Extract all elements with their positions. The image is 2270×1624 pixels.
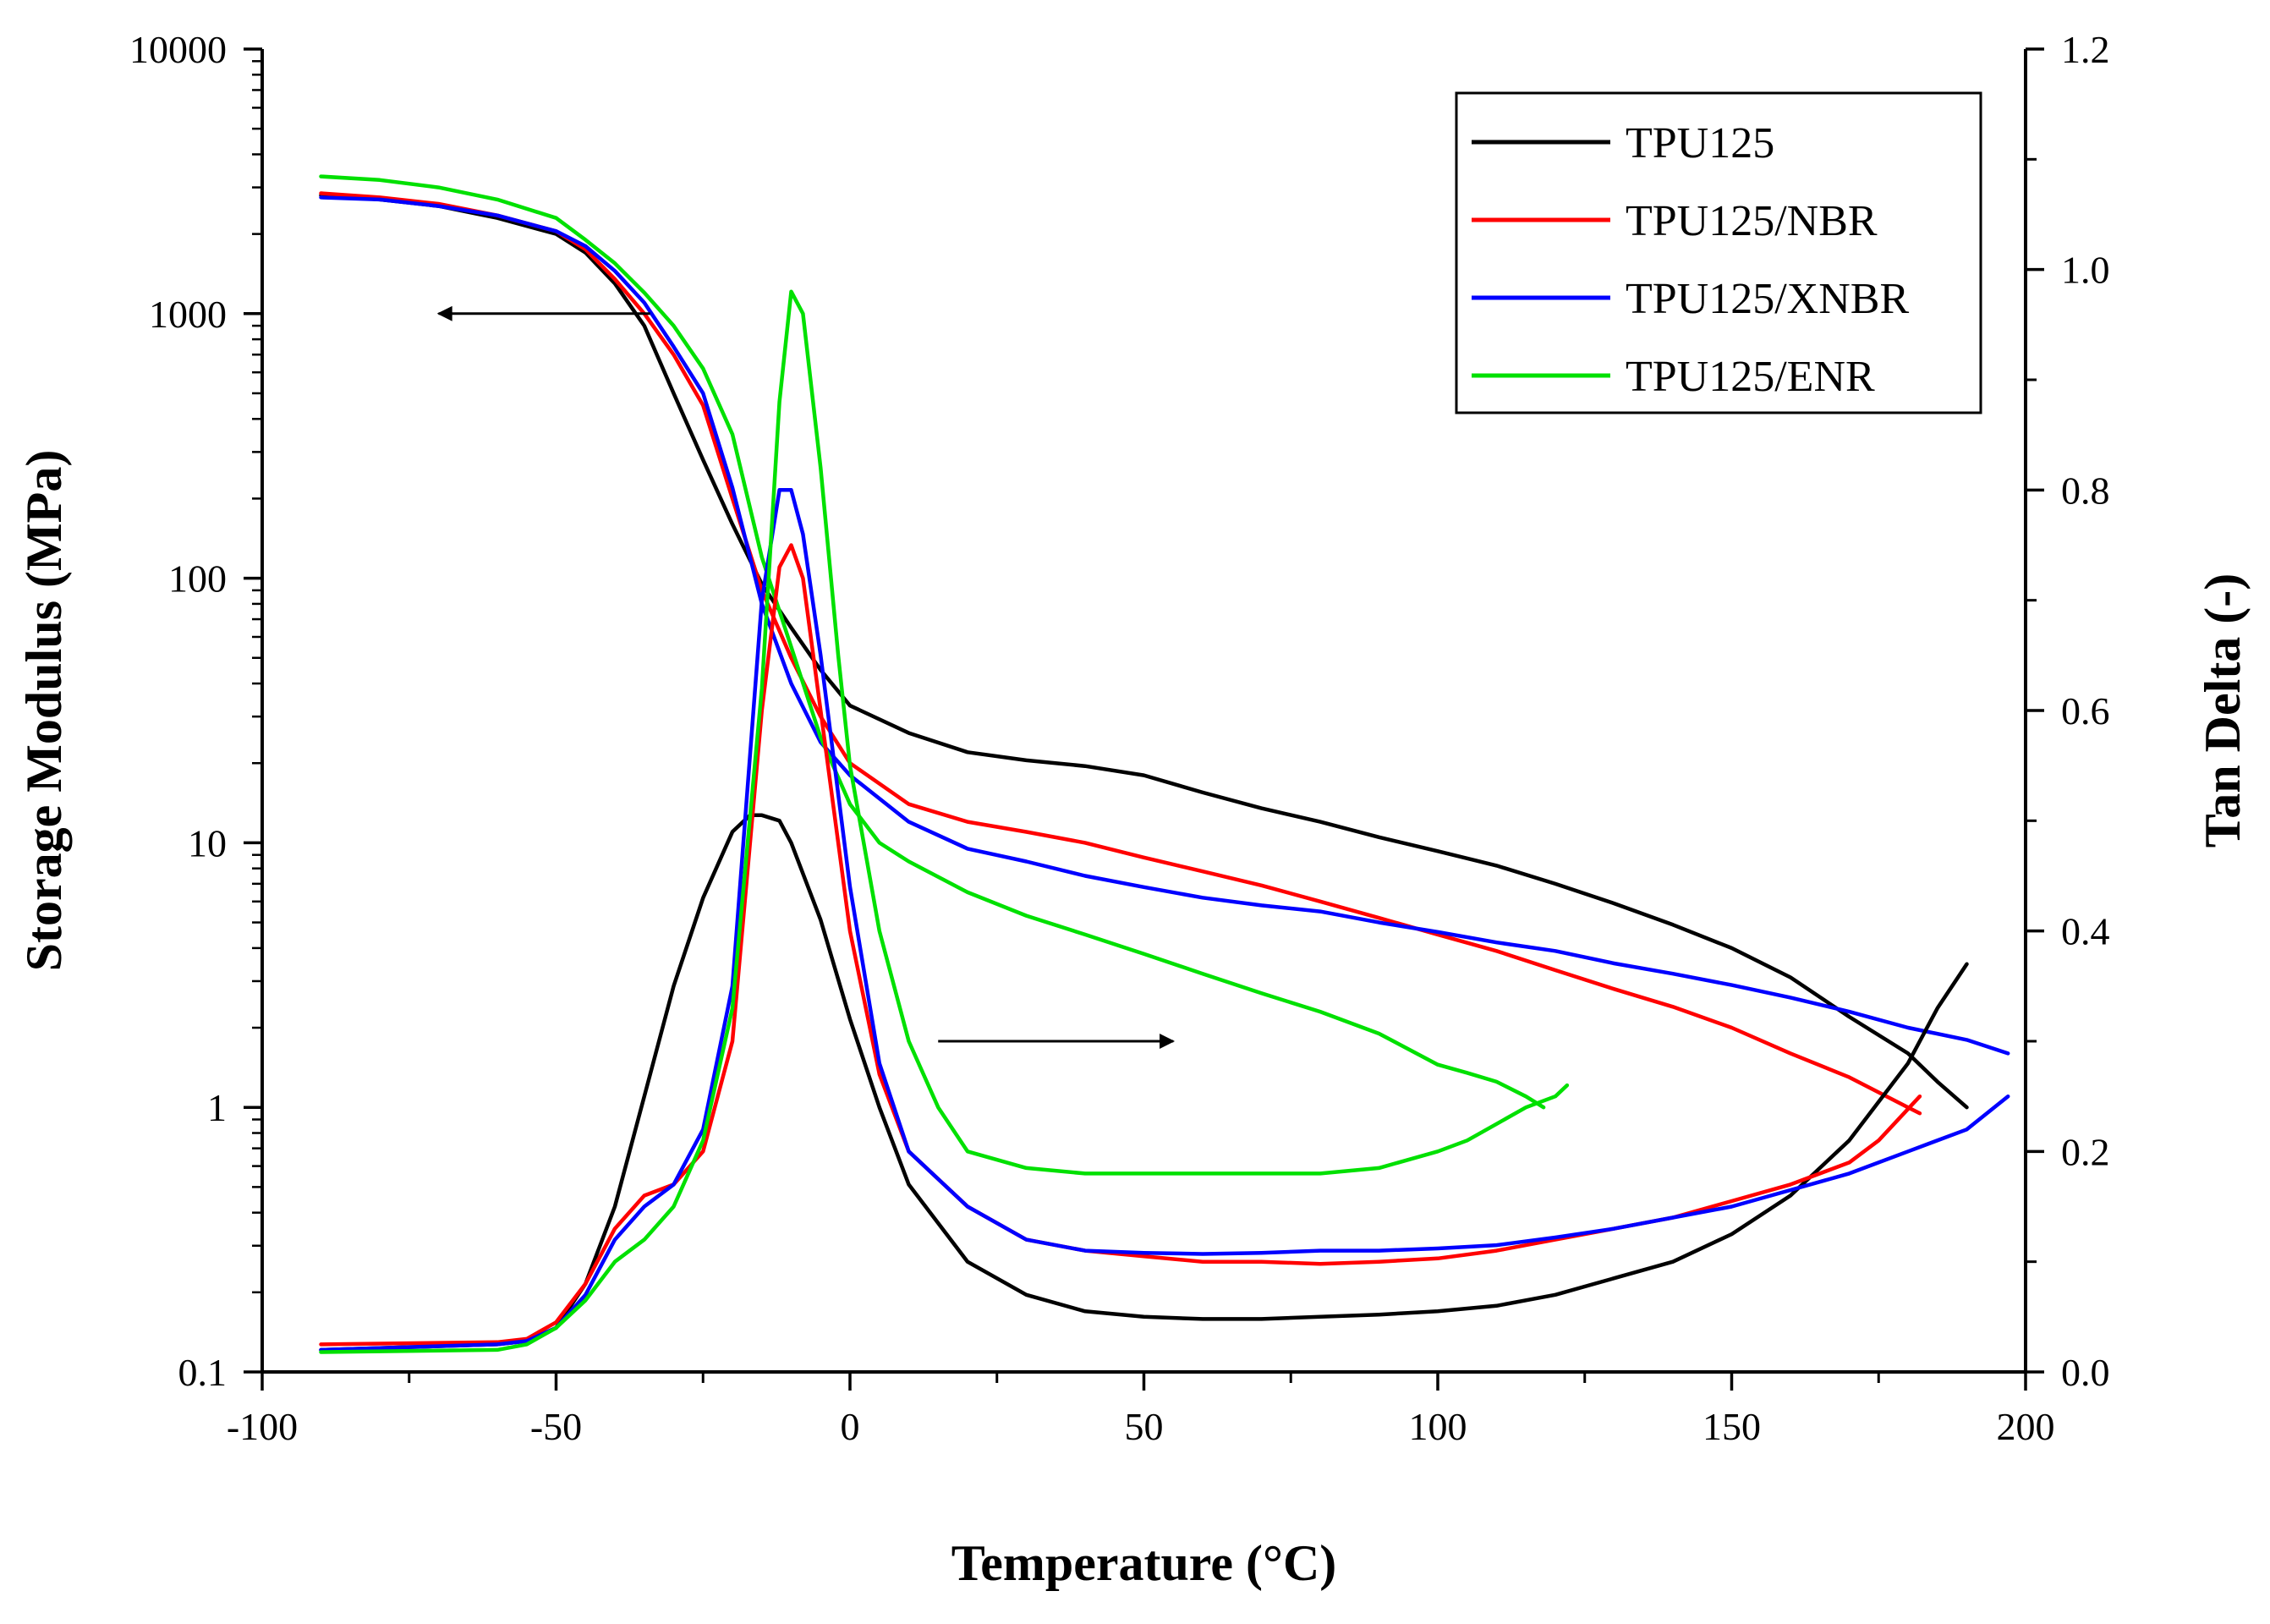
legend-label-tpu125-nbr: TPU125/NBR [1626, 197, 1878, 245]
series-line-tpu125-enr-storage-modulus [319, 174, 1546, 1110]
series-line-tpu125-enr-tan-delta [319, 289, 1570, 1354]
y-left-tick-label: 100 [168, 557, 227, 601]
x-tick-label: -50 [530, 1405, 582, 1448]
legend-box [1455, 91, 1982, 414]
y-axis-right-title: Tan Delta (-) [2195, 573, 2251, 848]
series-line-tpu125-xnbr-tan-delta [319, 488, 2010, 1352]
axes-layer: -100 -50 0 50 100 150 200 0.1 1 10 100 1000 10000 0.0… [129, 28, 2110, 1448]
legend-label-tpu125-xnbr: TPU125/XNBR [1626, 275, 1909, 323]
y-left-tick-label: 10000 [129, 28, 227, 71]
x-axis-title: Temperature (°C) [951, 1535, 1337, 1591]
y-right-tick-label: 0.4 [2061, 910, 2110, 953]
y-left-tick-label: 0.1 [178, 1351, 228, 1394]
legend-label-tpu125: TPU125 [1626, 119, 1774, 167]
y-left-tick-label: 1 [207, 1086, 227, 1129]
series-layer [319, 174, 2010, 1354]
legend: TPU125 TPU125/NBR TPU125/XNBR TPU125/ENR [1455, 91, 1982, 414]
x-tick-label: 100 [1409, 1405, 1467, 1448]
y-right-tick-label: 0.2 [2061, 1130, 2110, 1173]
y-axis-left-title: Storage Modulus (MPa) [16, 450, 72, 972]
series-line-tpu125-nbr-storage-modulus [319, 191, 1922, 1116]
x-tick-label: 150 [1702, 1405, 1761, 1448]
y-right-tick-label: 1.2 [2061, 28, 2110, 71]
y-left-tick-label: 10 [188, 821, 227, 864]
annotation-layer [436, 305, 1176, 1049]
y-left-tick-label: 1000 [149, 293, 227, 336]
x-tick-label: 50 [1125, 1405, 1164, 1448]
y-right-tick-label: 0.8 [2061, 469, 2110, 512]
series-line-tpu125-tan-delta [319, 813, 1969, 1352]
series-line-tpu125-xnbr-storage-modulus [319, 195, 2010, 1056]
y-right-tick-label: 0.6 [2061, 689, 2110, 732]
x-tick-label: -100 [227, 1405, 298, 1448]
legend-label-tpu125-enr: TPU125/ENR [1626, 353, 1875, 401]
y-right-tick-label: 1.0 [2061, 249, 2110, 292]
series-line-tpu125-storage-modulus [319, 193, 1969, 1110]
y-right-tick-label: 0.0 [2061, 1351, 2110, 1394]
x-tick-label: 200 [1997, 1405, 2055, 1448]
x-tick-label: 0 [841, 1405, 860, 1448]
